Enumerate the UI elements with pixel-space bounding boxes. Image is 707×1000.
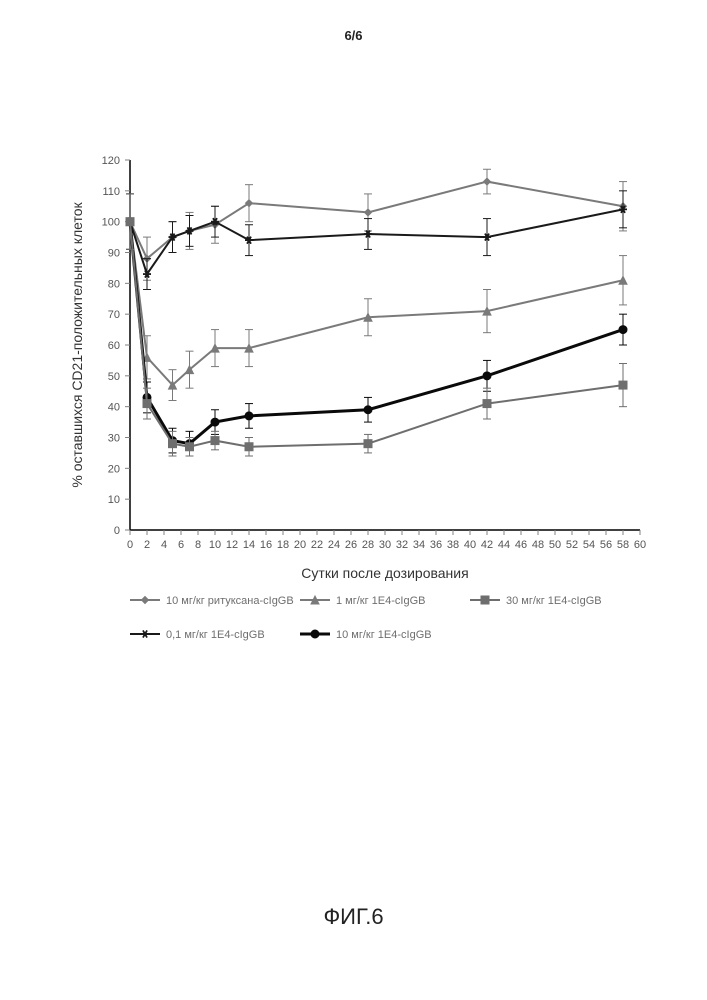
svg-text:40: 40 <box>464 539 476 551</box>
svg-text:8: 8 <box>195 539 201 551</box>
page-header: 6/6 <box>0 28 707 43</box>
series-1E4_0_1 <box>126 191 627 290</box>
svg-text:50: 50 <box>549 539 561 551</box>
svg-text:4: 4 <box>161 539 167 551</box>
figure-label: ФИГ.6 <box>0 904 707 930</box>
series-1E4_1 <box>126 194 627 401</box>
svg-text:42: 42 <box>481 539 493 551</box>
svg-text:10: 10 <box>108 494 120 506</box>
svg-text:46: 46 <box>515 539 527 551</box>
svg-text:10: 10 <box>209 539 221 551</box>
svg-text:16: 16 <box>260 539 272 551</box>
page: 6/6 010203040506070809010011012002468101… <box>0 0 707 1000</box>
svg-text:90: 90 <box>108 248 120 260</box>
svg-text:0,1 мг/кг 1Е4-cIgGB: 0,1 мг/кг 1Е4-cIgGB <box>166 629 265 641</box>
svg-text:0: 0 <box>114 525 120 537</box>
legend-item-1E4_30: 30 мг/кг 1Е4-cIgGB <box>470 595 602 607</box>
svg-text:22: 22 <box>311 539 323 551</box>
svg-text:38: 38 <box>447 539 459 551</box>
svg-text:26: 26 <box>345 539 357 551</box>
svg-text:36: 36 <box>430 539 442 551</box>
svg-text:32: 32 <box>396 539 408 551</box>
svg-text:20: 20 <box>294 539 306 551</box>
svg-text:40: 40 <box>108 402 120 414</box>
svg-text:1 мг/кг 1Е4-cIgGB: 1 мг/кг 1Е4-cIgGB <box>336 595 426 607</box>
svg-text:60: 60 <box>634 539 646 551</box>
svg-text:58: 58 <box>617 539 629 551</box>
svg-text:54: 54 <box>583 539 595 551</box>
svg-text:2: 2 <box>144 539 150 551</box>
svg-text:12: 12 <box>226 539 238 551</box>
svg-text:44: 44 <box>498 539 510 551</box>
svg-text:6: 6 <box>178 539 184 551</box>
svg-text:52: 52 <box>566 539 578 551</box>
svg-text:% оставшихся CD21-положительны: % оставшихся CD21-положительных клеток <box>69 201 85 487</box>
svg-text:70: 70 <box>108 309 120 321</box>
svg-text:Сутки после дозирования: Сутки после дозирования <box>301 565 468 581</box>
svg-text:110: 110 <box>102 186 120 198</box>
svg-text:20: 20 <box>108 463 120 475</box>
legend-item-1E4_0_1: 0,1 мг/кг 1Е4-cIgGB <box>130 629 265 641</box>
svg-text:18: 18 <box>277 539 289 551</box>
svg-text:24: 24 <box>328 539 340 551</box>
svg-text:10 мг/кг 1Е4-cIgGB: 10 мг/кг 1Е4-cIgGB <box>336 629 432 641</box>
svg-text:34: 34 <box>413 539 425 551</box>
svg-text:14: 14 <box>243 539 255 551</box>
svg-text:120: 120 <box>102 155 120 167</box>
svg-text:30: 30 <box>379 539 391 551</box>
line-chart: 0102030405060708090100110120024681012141… <box>60 150 660 680</box>
svg-text:0: 0 <box>127 539 133 551</box>
legend-item-1E4_10: 10 мг/кг 1Е4-cIgGB <box>300 629 432 641</box>
legend-item-1E4_1: 1 мг/кг 1Е4-cIgGB <box>300 595 426 607</box>
svg-text:48: 48 <box>532 539 544 551</box>
svg-text:30 мг/кг 1Е4-cIgGB: 30 мг/кг 1Е4-cIgGB <box>506 595 602 607</box>
svg-text:100: 100 <box>102 217 120 229</box>
svg-text:30: 30 <box>108 433 120 445</box>
svg-text:28: 28 <box>362 539 374 551</box>
chart-container: 0102030405060708090100110120024681012141… <box>60 150 660 680</box>
svg-text:10 мг/кг ритуксана-cIgGB: 10 мг/кг ритуксана-cIgGB <box>166 595 294 607</box>
svg-text:80: 80 <box>108 278 120 290</box>
svg-text:56: 56 <box>600 539 612 551</box>
svg-text:50: 50 <box>108 371 120 383</box>
legend-item-rituxan_10: 10 мг/кг ритуксана-cIgGB <box>130 595 294 607</box>
svg-text:60: 60 <box>108 340 120 352</box>
